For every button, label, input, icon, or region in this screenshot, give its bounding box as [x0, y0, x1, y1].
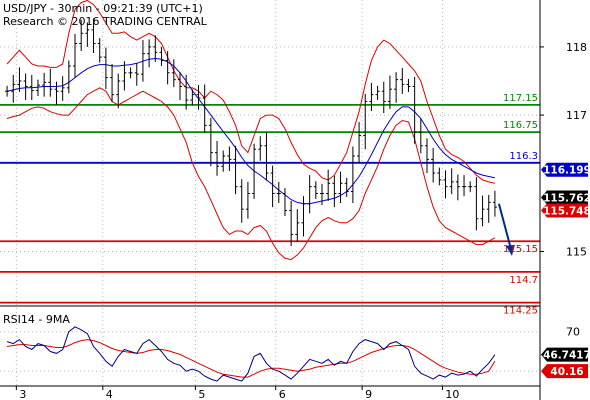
- level-label-resistance: 116.75: [503, 120, 538, 131]
- x-tick-label: 10: [445, 388, 459, 400]
- rsi-line: [6, 326, 496, 382]
- pivot-price-tag-bg: [541, 162, 588, 177]
- bollinger-lower-line: [6, 87, 496, 261]
- rsi-y-tick-label: 70: [566, 326, 580, 339]
- rsi-panel: [6, 326, 496, 382]
- level-label-resistance: 117.15: [503, 93, 538, 104]
- bollinger-bands: [6, 0, 496, 261]
- last-price-tag-bg: [541, 190, 588, 205]
- last-price-tag: 115.762: [543, 193, 590, 205]
- chart-title: USD/JPY - 30min - 09:21:39 (UTC+1): [3, 2, 203, 15]
- x-tick-label: 9: [365, 388, 372, 400]
- x-tick-label: 3: [19, 388, 26, 400]
- rsi-ma-line: [7, 339, 496, 378]
- level-lines: [0, 103, 540, 304]
- level-price-tag: 115.748: [543, 205, 590, 217]
- bollinger-upper-line: [6, 0, 496, 184]
- rsi-ma-value-tag: 40.16: [550, 366, 583, 378]
- level-label-support: 114.25: [503, 306, 538, 317]
- x-tick-label: 4: [106, 388, 113, 400]
- price-bars: [5, 18, 515, 256]
- rsi-value-tag-bg: [541, 347, 588, 362]
- x-tick-label: 6: [279, 388, 286, 400]
- level-label-support: 114.7: [509, 275, 538, 286]
- y-tick-label: 118: [566, 41, 587, 54]
- projection-arrow-shaft: [497, 203, 512, 250]
- level-price-tag-bg: [541, 203, 588, 218]
- y-tick-label: 117: [566, 109, 587, 122]
- rsi-value-tag: 46.7417: [543, 350, 590, 362]
- level-labels: 117.15 116.75 116.3 115.15 114.7 114.25: [503, 93, 538, 317]
- pivot-price-tag: 116.199: [543, 165, 590, 177]
- chart-credit: Research © 2016 TRADING CENTRAL: [3, 15, 207, 28]
- moving-average-line: [6, 57, 496, 205]
- level-label-support: 115.15: [503, 244, 538, 255]
- x-tick-label: 5: [198, 388, 205, 400]
- rsi-title: RSI14 - 9MA: [3, 313, 70, 326]
- level-label-pivot: 116.3: [509, 151, 538, 162]
- rsi-ma-value-tag-bg: [541, 364, 588, 379]
- y-tick-label: 115: [566, 245, 587, 258]
- projection-arrow-head: [505, 244, 515, 256]
